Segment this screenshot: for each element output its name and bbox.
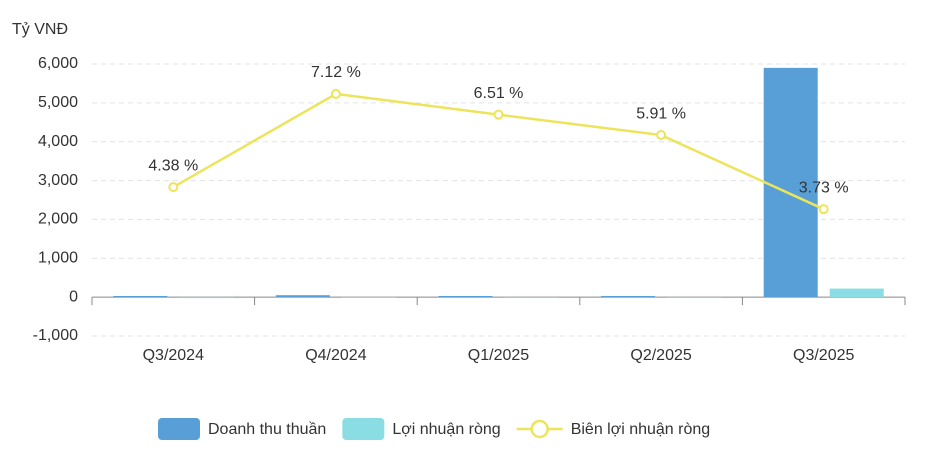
y-tick-label: 5,000 [38, 94, 78, 111]
bar [504, 297, 559, 299]
bar [275, 295, 330, 298]
y-tick-label: 4,000 [38, 133, 78, 150]
y-axis-title: Tỷ VNĐ [12, 21, 68, 38]
data-label: 5.91 % [636, 105, 686, 122]
data-label: 3.73 % [799, 179, 849, 196]
y-tick-label: 3,000 [38, 172, 78, 189]
x-tick-label: Q3/2024 [143, 347, 204, 364]
data-label: 7.12 % [311, 64, 361, 81]
line-point [818, 204, 829, 215]
legend-swatch [530, 419, 549, 439]
bar [829, 288, 884, 298]
x-tick-label: Q4/2024 [305, 347, 366, 364]
bar [601, 295, 656, 298]
x-tick-label: Q2/2025 [630, 347, 691, 364]
bar [667, 297, 722, 299]
legend-label: Doanh thu thuần [208, 421, 326, 438]
x-tick-label: Q3/2025 [793, 347, 854, 364]
legend-label: Lợi nhuận ròng [392, 421, 500, 438]
bar [341, 296, 396, 298]
legend-swatch [158, 418, 200, 440]
y-tick-label: 2,000 [38, 211, 78, 228]
line-point [330, 88, 341, 99]
legend-label: Biên lợi nhuận ròng [571, 421, 710, 438]
line-point [493, 109, 504, 120]
legend-swatch [342, 418, 385, 440]
x-tick-label: Q1/2025 [468, 347, 529, 364]
bar [113, 295, 168, 298]
data-label: 6.51 % [474, 85, 524, 102]
bar [179, 297, 234, 299]
y-tick-label: 0 [69, 288, 78, 305]
y-tick-label: -1,000 [33, 327, 78, 344]
line-point [168, 182, 179, 193]
bar [438, 295, 493, 298]
y-tick-label: 6,000 [38, 55, 78, 72]
y-tick-label: 1,000 [38, 250, 78, 267]
bar [763, 67, 818, 298]
data-label: 4.38 % [148, 157, 198, 174]
line-point [656, 130, 667, 141]
